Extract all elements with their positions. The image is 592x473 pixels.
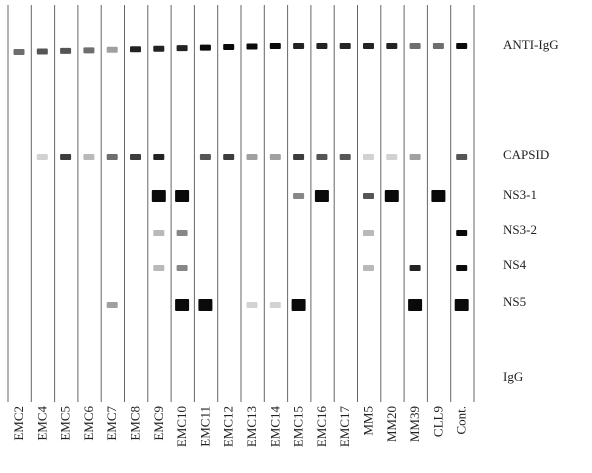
band (83, 47, 94, 53)
band (363, 265, 374, 271)
band (385, 190, 399, 202)
band (107, 302, 118, 308)
strip-label: MM39 (407, 406, 422, 442)
strip-label: EMC11 (197, 406, 212, 447)
immunoblot-figure: EMC2 EMC4 EMC5 EMC6 EMC7 EMC8 EMC9 EMC10 EMC11 EM… (0, 0, 592, 468)
band-label: CAPSID (503, 147, 549, 162)
strip-label: MM5 (361, 406, 376, 436)
band (37, 48, 48, 54)
strip-label: EMC14 (267, 406, 282, 448)
band (270, 302, 281, 308)
band (198, 299, 212, 311)
band (270, 43, 281, 49)
band (410, 43, 421, 49)
band (410, 154, 421, 160)
band (363, 154, 374, 160)
band (130, 46, 141, 52)
strip-label: EMC12 (221, 406, 236, 447)
band (107, 47, 118, 53)
strip-label: EMC4 (34, 406, 49, 441)
strip-label: Cont. (454, 406, 469, 435)
band (177, 45, 188, 51)
band (247, 44, 258, 50)
band-label: NS4 (503, 257, 527, 272)
band (37, 154, 48, 160)
band (247, 302, 258, 308)
band (386, 154, 397, 160)
band (200, 45, 211, 51)
band (316, 43, 327, 49)
band (292, 299, 306, 311)
strip-label: EMC8 (128, 406, 143, 441)
band (60, 154, 71, 160)
band (177, 230, 188, 236)
band (455, 299, 469, 311)
band (456, 265, 467, 271)
band (152, 190, 166, 202)
band (456, 230, 467, 236)
band (153, 230, 164, 236)
band (433, 43, 444, 49)
band (410, 265, 421, 271)
band (363, 230, 374, 236)
band (223, 154, 234, 160)
band (293, 154, 304, 160)
band-label: NS3-2 (503, 222, 537, 237)
band (153, 265, 164, 271)
band (456, 154, 467, 160)
band (175, 299, 189, 311)
strip-label: EMC13 (244, 406, 259, 447)
band-label: IgG (503, 369, 523, 384)
band (153, 46, 164, 52)
band (431, 190, 445, 202)
strips (8, 5, 474, 402)
band (363, 43, 374, 49)
band (340, 154, 351, 160)
band (363, 193, 374, 199)
band (175, 190, 189, 202)
band (14, 49, 25, 55)
band-label: ANTI-IgG (503, 37, 559, 52)
strip-label: EMC10 (174, 406, 189, 447)
strip-label: EMC9 (151, 406, 166, 441)
strip-label: EMC7 (104, 406, 119, 441)
band (386, 43, 397, 49)
band (177, 265, 188, 271)
band (60, 48, 71, 54)
band (223, 44, 234, 50)
strip-label: EMC5 (58, 406, 73, 441)
strip-label: EMC17 (337, 406, 352, 448)
band (153, 154, 164, 160)
strip-label: EMC6 (81, 406, 96, 441)
band (315, 190, 329, 202)
band (408, 299, 422, 311)
band-label: NS3-1 (503, 187, 537, 202)
band (107, 154, 118, 160)
strip-label: MM20 (384, 406, 399, 442)
strip-label: EMC16 (314, 406, 329, 448)
band (293, 43, 304, 49)
band (247, 154, 258, 160)
band (130, 154, 141, 160)
strip-label: EMC2 (11, 406, 26, 441)
band (293, 193, 304, 199)
band (200, 154, 211, 160)
band (270, 154, 281, 160)
strip-label: CLL9 (430, 406, 445, 437)
labels: EMC2 EMC4 EMC5 EMC6 EMC7 EMC8 EMC9 EMC10 EMC11 EM… (11, 37, 559, 447)
strip-label: EMC15 (291, 406, 306, 447)
band-label: NS5 (503, 294, 526, 309)
band (83, 154, 94, 160)
band (316, 154, 327, 160)
band (456, 43, 467, 49)
band (340, 43, 351, 49)
